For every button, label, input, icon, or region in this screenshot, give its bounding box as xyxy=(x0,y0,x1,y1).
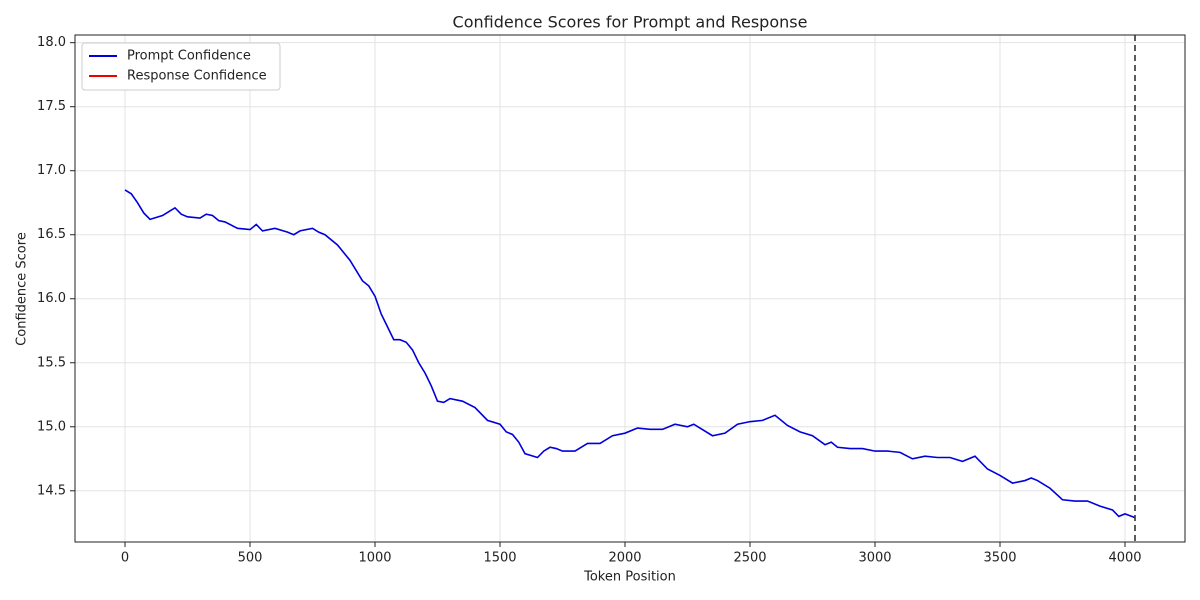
y-tick-label: 16.5 xyxy=(37,227,66,242)
y-tick-label: 14.5 xyxy=(37,483,66,498)
chart-title: Confidence Scores for Prompt and Respons… xyxy=(453,13,808,32)
y-tick-label: 17.5 xyxy=(37,99,66,114)
legend-label: Prompt Confidence xyxy=(127,49,251,64)
y-tick-label: 15.0 xyxy=(37,419,66,434)
x-tick-label: 3000 xyxy=(858,551,891,566)
y-tick-label: 16.0 xyxy=(37,291,66,306)
y-tick-label: 18.0 xyxy=(37,35,66,50)
legend-box xyxy=(81,42,281,91)
y-tick-label: 15.5 xyxy=(37,355,66,370)
legend-label: Response Confidence xyxy=(127,69,267,84)
x-tick-label: 1000 xyxy=(358,551,391,566)
x-tick-label: 2500 xyxy=(733,551,766,566)
plot-frame xyxy=(74,34,1186,543)
x-tick-label: 0 xyxy=(121,551,129,566)
y-tick-label: 17.0 xyxy=(37,163,66,178)
y-axis-label: Confidence Score xyxy=(15,232,30,346)
data-line xyxy=(124,189,1136,519)
x-tick-label: 2000 xyxy=(608,551,641,566)
x-tick-label: 1500 xyxy=(483,551,516,566)
x-tick-label: 4000 xyxy=(1108,551,1141,566)
x-tick-label: 500 xyxy=(238,551,263,566)
x-axis-label: Token Position xyxy=(583,570,676,585)
x-tick-label: 3500 xyxy=(983,551,1016,566)
